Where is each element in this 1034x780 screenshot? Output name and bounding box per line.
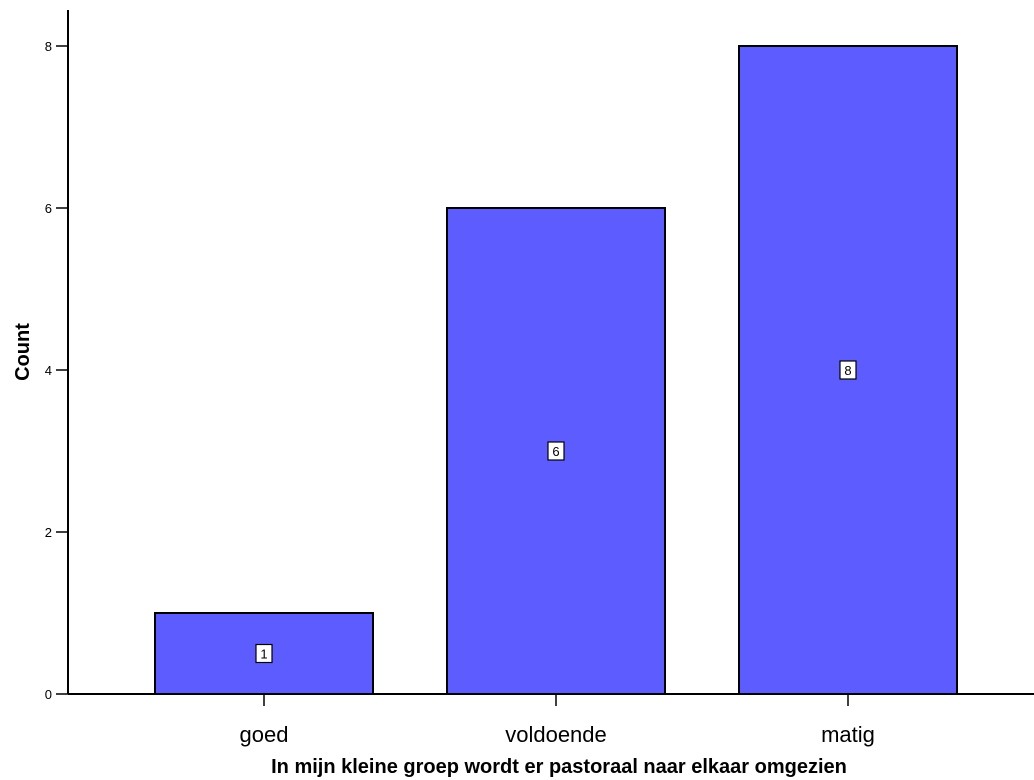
axes-layer — [67, 10, 1034, 695]
data-label-text: 1 — [260, 647, 267, 662]
data-label-matig: 8 — [839, 360, 857, 380]
bars-layer — [154, 45, 958, 695]
x-tick-label: voldoende — [505, 722, 607, 747]
data-label-text: 6 — [552, 444, 559, 459]
data-label-text: 8 — [844, 363, 851, 378]
y-tick-label: 2 — [45, 525, 52, 540]
y-axis-title: Count — [12, 323, 34, 381]
x-tick-label: matig — [821, 722, 875, 747]
y-tick-label: 8 — [45, 39, 52, 54]
data-label-box — [255, 643, 273, 664]
x-axis-title: In mijn kleine groep wordt er pastoraal … — [271, 756, 847, 778]
data-label-voldoende: 6 — [547, 441, 565, 461]
data-label-box — [839, 360, 857, 380]
x-tick-label: goed — [240, 722, 289, 747]
data-labels-layer: 1 6 8 — [255, 360, 857, 664]
x-ticks-layer: goed voldoende matig — [240, 694, 875, 747]
y-tick-label: 4 — [45, 363, 52, 378]
y-tick-label: 0 — [45, 687, 52, 702]
y-tick-label: 6 — [45, 201, 52, 216]
y-ticks-layer: 0 2 4 6 8 — [45, 39, 68, 702]
data-label-goed: 1 — [255, 643, 273, 664]
data-label-box — [547, 441, 565, 461]
